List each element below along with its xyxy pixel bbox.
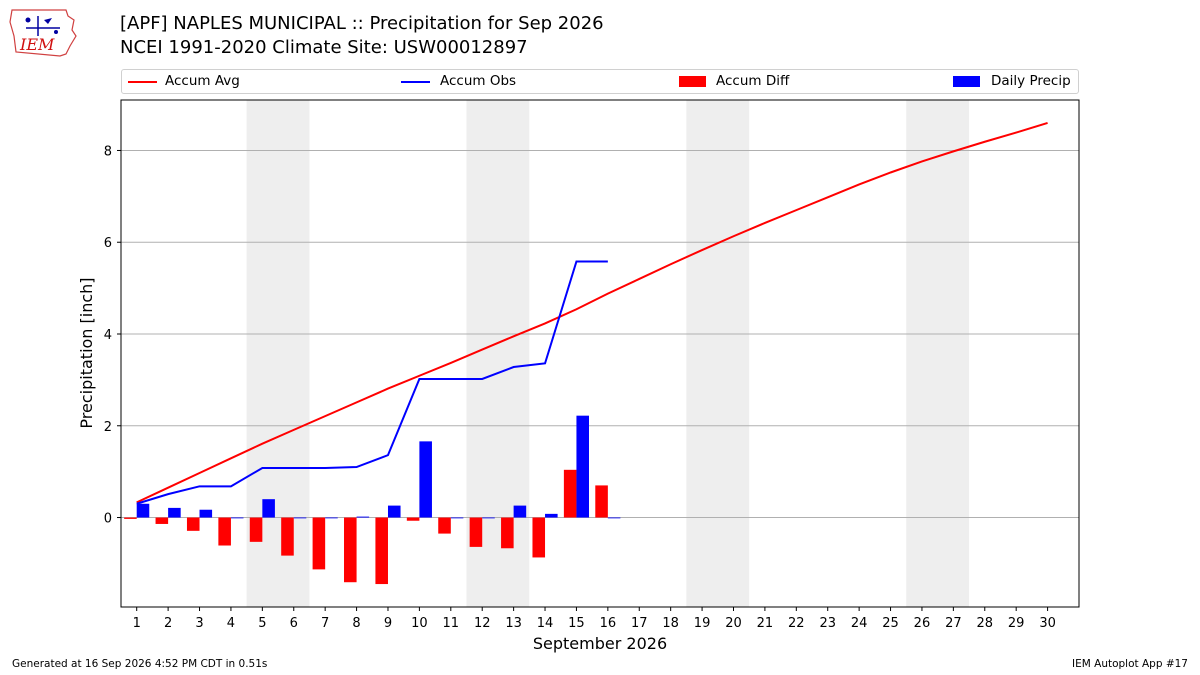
x-tick-label: 24: [851, 616, 868, 631]
daily-precip-bar: [199, 509, 213, 518]
x-tick-label: 19: [694, 616, 711, 631]
x-tick-label: 20: [725, 616, 742, 631]
accum-diff-bar: [281, 517, 294, 556]
x-tick-label: 11: [443, 616, 460, 631]
bars: [124, 415, 621, 585]
x-tick-label: 21: [757, 616, 774, 631]
x-tick-label: 26: [914, 616, 931, 631]
legend-label-daily-precip: Daily Precip: [991, 73, 1071, 89]
accum-diff-bar: [312, 517, 326, 570]
accum-diff-bar: [155, 517, 169, 524]
x-tick-label: 10: [411, 616, 428, 631]
legend-swatch-daily-precip: [953, 76, 980, 87]
accum-diff-bar: [563, 469, 577, 518]
footer-generated: Generated at 16 Sep 2026 4:52 PM CDT in …: [12, 658, 268, 670]
accum-diff-bar: [595, 485, 608, 518]
x-tick-label: 17: [631, 616, 648, 631]
x-tick-label: 12: [474, 616, 491, 631]
accum-diff-bar: [501, 517, 514, 549]
daily-precip-bar: [576, 415, 590, 518]
x-tick-label: 5: [258, 616, 266, 631]
title-line-2: NCEI 1991-2020 Climate Site: USW00012897: [120, 37, 528, 58]
daily-precip-bar: [513, 505, 527, 518]
x-axis-label: September 2026: [533, 634, 667, 653]
x-tick-label: 25: [882, 616, 899, 631]
y-tick-label: 6: [104, 236, 112, 251]
legend-label-accum-diff: Accum Diff: [716, 73, 790, 89]
daily-precip-bar: [545, 513, 558, 518]
x-tick-label: 2: [164, 616, 172, 631]
x-tick-label: 13: [505, 616, 522, 631]
weekend-shading: [246, 100, 970, 607]
y-axis-label: Precipitation [inch]: [77, 277, 96, 428]
accum-diff-bar: [186, 517, 200, 531]
accum-obs-line: [136, 260, 608, 505]
daily-precip-bar: [262, 499, 275, 518]
x-tick-label: 7: [321, 616, 329, 631]
x-tick-label: 18: [662, 616, 679, 631]
legend-label-accum-obs: Accum Obs: [440, 73, 517, 89]
daily-precip-bar: [387, 505, 401, 518]
y-tick-label: 4: [104, 328, 112, 343]
y-tick-label: 2: [104, 420, 112, 435]
daily-precip-bar: [482, 517, 495, 519]
x-tick-label: 28: [976, 616, 993, 631]
daily-precip-bar: [607, 517, 621, 519]
y-tick-label: 8: [104, 144, 112, 159]
daily-precip-bar: [230, 517, 244, 519]
x-tick-label: 30: [1039, 616, 1056, 631]
chart-title: [APF] NAPLES MUNICIPAL :: Precipitation …: [120, 12, 604, 60]
x-tick-label: 9: [384, 616, 392, 631]
accum-diff-bar: [249, 517, 263, 542]
daily-precip-bar: [136, 503, 150, 518]
accum-diff-bar: [124, 517, 137, 519]
accum-diff-bar: [406, 517, 420, 521]
grid-lines: [121, 149, 1079, 519]
x-tick-label: 22: [788, 616, 805, 631]
y-tick-label: 0: [104, 512, 112, 527]
footer-app: IEM Autoplot App #17: [1072, 658, 1188, 670]
legend-swatch-accum-diff: [679, 76, 706, 87]
weekend-band: [686, 100, 750, 607]
iem-logo-graphic: IEM: [9, 9, 77, 57]
daily-precip-bar: [325, 517, 338, 519]
accum-diff-bar: [469, 517, 483, 547]
daily-precip-bar: [419, 441, 432, 518]
x-tick-label: 3: [195, 616, 203, 631]
title-line-1: [APF] NAPLES MUNICIPAL :: Precipitation …: [120, 13, 604, 34]
iem-logo: IEM: [8, 6, 80, 58]
accum-diff-bar: [375, 517, 388, 585]
accum-diff-bar: [532, 517, 546, 558]
daily-precip-bar: [450, 517, 464, 519]
x-tick-label: 6: [290, 616, 298, 631]
daily-precip-bar: [293, 517, 307, 519]
logo-text: IEM: [19, 35, 55, 54]
accum-diff-bar: [344, 517, 357, 583]
x-tick-label: 1: [133, 616, 141, 631]
x-tick-label: 29: [1008, 616, 1025, 631]
accum-diff-bar: [218, 517, 231, 546]
plot-frame: [120, 99, 1080, 608]
x-tick-label: 8: [352, 616, 360, 631]
x-tick-label: 27: [945, 616, 962, 631]
daily-precip-bar: [168, 507, 181, 518]
legend-swatch-accum-obs: [401, 81, 430, 83]
weekend-band: [906, 100, 970, 607]
accum-diff-bar: [438, 517, 451, 534]
x-tick-label: 16: [600, 616, 617, 631]
x-tick-label: 14: [537, 616, 554, 631]
lines: [136, 121, 1048, 505]
x-tick-label: 4: [227, 616, 235, 631]
daily-precip-bar: [356, 516, 370, 518]
x-tick-label: 23: [819, 616, 836, 631]
legend-swatch-accum-avg: [128, 81, 157, 83]
legend: Accum Avg Accum Obs Accum Diff Daily Pre…: [121, 69, 1079, 94]
accum-avg-line: [136, 121, 1048, 504]
x-tick-label: 15: [568, 616, 585, 631]
legend-label-accum-avg: Accum Avg: [165, 73, 240, 89]
